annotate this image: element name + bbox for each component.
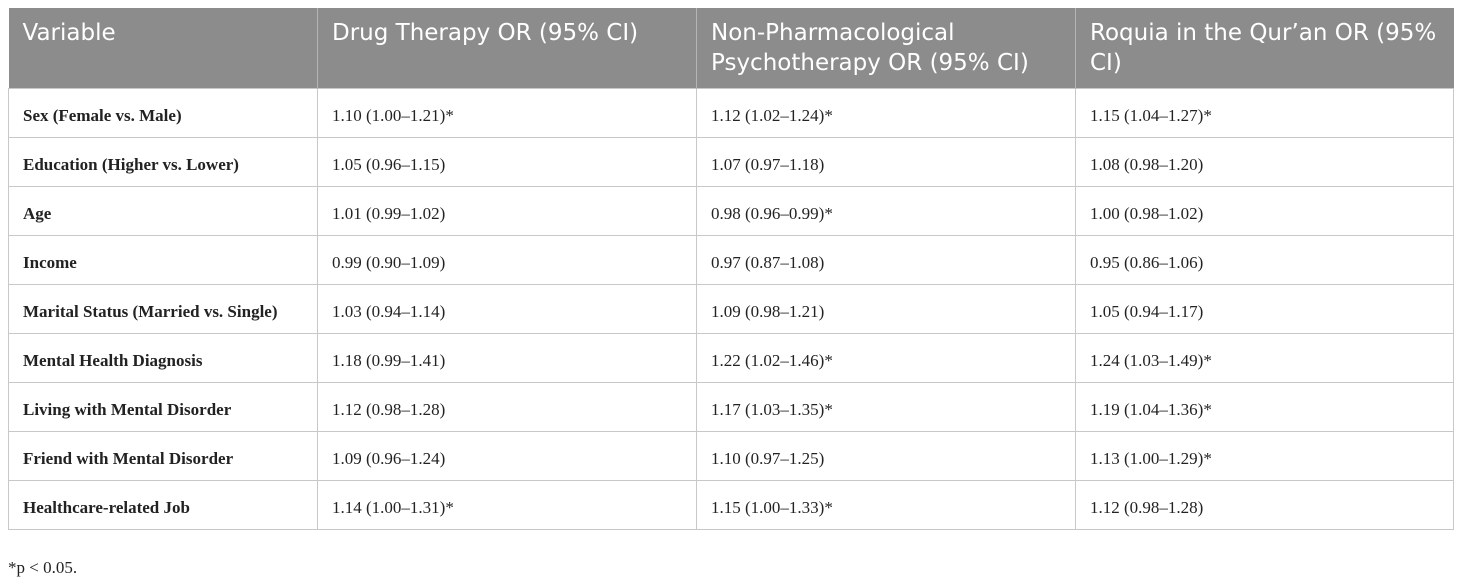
- variable-cell: Friend with Mental Disorder: [8, 431, 318, 481]
- header-cell: Non-Pharmacological Psychotherapy OR (95…: [696, 8, 1076, 89]
- value-cell: 0.99 (0.90–1.09): [317, 235, 697, 285]
- value-cell: 1.17 (1.03–1.35)*: [696, 382, 1076, 432]
- value-cell: 1.10 (0.97–1.25): [696, 431, 1076, 481]
- table-row: Healthcare-related Job 1.14 (1.00–1.31)* 1…: [8, 480, 1454, 530]
- value-cell: 1.09 (0.96–1.24): [317, 431, 697, 481]
- value-cell: 0.98 (0.96–0.99)*: [696, 186, 1076, 236]
- variable-cell: Healthcare-related Job: [8, 480, 318, 530]
- table-row: Marital Status (Married vs. Single) 1.03 …: [8, 284, 1454, 334]
- value-cell: 1.03 (0.94–1.14): [317, 284, 697, 334]
- value-cell: 1.05 (0.96–1.15): [317, 137, 697, 187]
- value-cell: 1.22 (1.02–1.46)*: [696, 333, 1076, 383]
- value-cell: 1.10 (1.00–1.21)*: [317, 88, 697, 138]
- value-cell: 1.01 (0.99–1.02): [317, 186, 697, 236]
- footnote: *p < 0.05.: [8, 558, 78, 577]
- header-cell: Roquia in the Qur’an OR (95% CI): [1075, 8, 1454, 89]
- odds-ratio-table: Variable Drug Therapy OR (95% CI) Non-Phar…: [8, 8, 1454, 530]
- value-cell: 0.95 (0.86–1.06): [1075, 235, 1454, 285]
- variable-cell: Age: [8, 186, 318, 236]
- variable-cell: Education (Higher vs. Lower): [8, 137, 318, 187]
- value-cell: 1.14 (1.00–1.31)*: [317, 480, 697, 530]
- value-cell: 0.97 (0.87–1.08): [696, 235, 1076, 285]
- variable-cell: Living with Mental Disorder: [8, 382, 318, 432]
- value-cell: 1.18 (0.99–1.41): [317, 333, 697, 383]
- table-row: Mental Health Diagnosis 1.18 (0.99–1.41) 1…: [8, 333, 1454, 383]
- variable-cell: Income: [8, 235, 318, 285]
- table-row: Education (Higher vs. Lower) 1.05 (0.96–1…: [8, 137, 1454, 187]
- table-row: Age 1.01 (0.99–1.02) 0.98 (0.96–0.99)* 1.00…: [8, 186, 1454, 236]
- value-cell: 1.00 (0.98–1.02): [1075, 186, 1454, 236]
- value-cell: 1.15 (1.04–1.27)*: [1075, 88, 1454, 138]
- value-cell: 1.08 (0.98–1.20): [1075, 137, 1454, 187]
- table-container: Variable Drug Therapy OR (95% CI) Non-Phar…: [8, 8, 1454, 530]
- header-cell: Variable: [8, 8, 318, 89]
- header-row: Variable Drug Therapy OR (95% CI) Non-Phar…: [8, 8, 1454, 89]
- value-cell: 1.12 (1.02–1.24)*: [696, 88, 1076, 138]
- value-cell: 1.13 (1.00–1.29)*: [1075, 431, 1454, 481]
- value-cell: 1.07 (0.97–1.18): [696, 137, 1076, 187]
- table-body: Sex (Female vs. Male) 1.10 (1.00–1.21)* 1.…: [8, 88, 1454, 530]
- variable-cell: Mental Health Diagnosis: [8, 333, 318, 383]
- table-row: Income 0.99 (0.90–1.09) 0.97 (0.87–1.08) 0.…: [8, 235, 1454, 285]
- value-cell: 1.19 (1.04–1.36)*: [1075, 382, 1454, 432]
- value-cell: 1.12 (0.98–1.28): [1075, 480, 1454, 530]
- table-row: Living with Mental Disorder 1.12 (0.98–1.…: [8, 382, 1454, 432]
- value-cell: 1.15 (1.00–1.33)*: [696, 480, 1076, 530]
- value-cell: 1.12 (0.98–1.28): [317, 382, 697, 432]
- value-cell: 1.05 (0.94–1.17): [1075, 284, 1454, 334]
- table-row: Friend with Mental Disorder 1.09 (0.96–1.…: [8, 431, 1454, 481]
- header-cell: Drug Therapy OR (95% CI): [317, 8, 697, 89]
- value-cell: 1.24 (1.03–1.49)*: [1075, 333, 1454, 383]
- variable-cell: Sex (Female vs. Male): [8, 88, 318, 138]
- variable-cell: Marital Status (Married vs. Single): [8, 284, 318, 334]
- table-row: Sex (Female vs. Male) 1.10 (1.00–1.21)* 1.…: [8, 88, 1454, 138]
- value-cell: 1.09 (0.98–1.21): [696, 284, 1076, 334]
